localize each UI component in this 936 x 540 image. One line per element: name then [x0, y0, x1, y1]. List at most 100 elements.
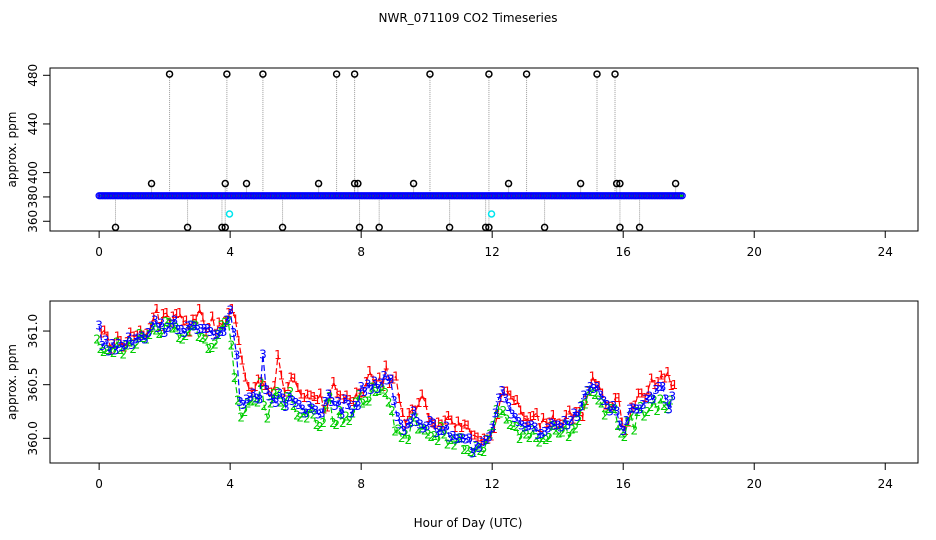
- series-1-marker: 1: [471, 428, 479, 442]
- series-3-marker: 3: [351, 399, 359, 413]
- series-1-marker: 1: [228, 302, 236, 316]
- series-1-marker: 1: [333, 387, 341, 401]
- smoothed-x-tick-label: 0: [95, 477, 103, 491]
- series-2-marker: 2: [644, 405, 652, 419]
- series-3-marker: 3: [580, 388, 588, 402]
- series-1-marker: 1: [153, 302, 161, 316]
- series-1-marker: 1: [386, 377, 394, 391]
- outlier-low-point: [635, 223, 644, 232]
- series-1-marker: 1: [313, 393, 321, 407]
- raw-y-axis-label: approx. ppm: [5, 112, 19, 188]
- series-1-marker: 1: [566, 404, 574, 418]
- series-2-marker: 2: [624, 415, 632, 429]
- series-2-marker: 2: [254, 396, 262, 410]
- series-2-marker: 2: [391, 425, 399, 439]
- series-3-marker: 3: [400, 424, 408, 438]
- series-2-marker: 2: [388, 404, 396, 418]
- series-3-marker: 3: [367, 383, 375, 397]
- series-3-marker: 3: [420, 422, 428, 436]
- series-1-marker: 1: [412, 404, 420, 418]
- series-1-marker: 1: [182, 314, 190, 328]
- series-3-marker: 3: [164, 321, 172, 335]
- series-1-marker: 1: [274, 348, 282, 362]
- series-1-marker: 1: [258, 375, 266, 389]
- series-2-marker: 2: [572, 421, 580, 435]
- series-1-marker: 1: [189, 313, 197, 327]
- series-3-marker: 3: [99, 339, 107, 353]
- series-2-marker: 2: [195, 330, 203, 344]
- series-2-marker: 2: [385, 396, 393, 410]
- series-3-marker: 3: [662, 393, 670, 407]
- series-1-marker: 1: [156, 320, 164, 334]
- outlier-high-point: [426, 70, 434, 78]
- series-3-marker: 3: [492, 407, 500, 421]
- series-2-marker: 2: [100, 345, 108, 359]
- series-2-marker: 2: [578, 399, 586, 413]
- series-3-marker: 3: [531, 421, 539, 435]
- series-2-marker: 2: [441, 428, 449, 442]
- series-3-marker: 3: [266, 389, 274, 403]
- smoothed-y-axis-label: approx. ppm: [5, 344, 19, 420]
- series-3-marker: 3: [194, 323, 202, 337]
- series-3-marker: 3: [184, 320, 192, 334]
- series-1-marker: 1: [559, 418, 567, 432]
- series-1-marker: 1: [445, 409, 453, 423]
- smoothed-x-tick-label: 24: [878, 477, 893, 491]
- series-3-marker: 3: [308, 401, 316, 415]
- series-3-marker: 3: [361, 385, 369, 399]
- series-2-marker: 2: [650, 393, 658, 407]
- series-1-marker: 1: [336, 389, 344, 403]
- series-1-marker: 1: [356, 387, 364, 401]
- series-2-marker: 2: [398, 431, 406, 445]
- series-1-marker: 1: [173, 307, 181, 321]
- series-3-marker: 3: [285, 391, 293, 405]
- series-2-marker: 2: [126, 335, 134, 349]
- series-1-marker: 1: [418, 388, 426, 402]
- series-1-marker: 1: [490, 422, 498, 436]
- outlier-low-point: [221, 223, 229, 232]
- series-2-marker: 2: [293, 408, 301, 422]
- series-3-marker: 3: [108, 337, 116, 351]
- series-1-marker: 1: [661, 372, 669, 386]
- series-2-marker: 2: [382, 386, 390, 400]
- series-3-marker: 3: [623, 414, 631, 428]
- series-2-marker: 2: [434, 434, 442, 448]
- series-2-marker: 2: [97, 342, 105, 356]
- series-2-marker: 2: [116, 343, 124, 357]
- series-1-marker: 1: [382, 359, 390, 373]
- series-2-marker: 2: [516, 432, 524, 446]
- series-1-marker: 1: [503, 384, 511, 398]
- series-3-marker: 3: [122, 338, 130, 352]
- series-3-marker: 3: [416, 417, 424, 431]
- series-1-marker: 1: [281, 385, 289, 399]
- series-1-marker: 1: [448, 413, 456, 427]
- series-1-marker: 1: [572, 405, 580, 419]
- outlier-high-point: [576, 179, 585, 188]
- series-3-marker: 3: [465, 431, 473, 445]
- series-3-marker: 3: [505, 400, 513, 414]
- series-1-marker: 1: [343, 389, 351, 403]
- series-1-marker: 1: [641, 391, 649, 405]
- series-2-marker: 2: [617, 427, 625, 441]
- series-2-marker: 2: [175, 331, 183, 345]
- series-1-marker: 1: [657, 368, 665, 382]
- series-3-marker: 3: [302, 407, 310, 421]
- series-1-marker: 1: [353, 385, 361, 399]
- series-1-marker: 1: [441, 413, 449, 427]
- series-1-marker: 1: [431, 418, 439, 432]
- series-2-marker: 2: [499, 404, 507, 418]
- series-1-marker: 1: [238, 353, 246, 367]
- series-1-marker: 1: [608, 399, 616, 413]
- series-3-marker: 3: [128, 338, 136, 352]
- series-2-marker: 2: [519, 423, 527, 437]
- raw-x-tick-label: 0: [95, 245, 103, 259]
- series-1-marker: 1: [327, 388, 335, 402]
- series-3-marker: 3: [203, 322, 211, 336]
- series-1-marker: 1: [291, 372, 299, 386]
- series-2-marker: 2: [473, 440, 481, 454]
- series-1-marker: 1: [615, 391, 623, 405]
- series-2-marker: 2: [470, 446, 478, 460]
- series-1-marker: 1: [366, 364, 374, 378]
- series-2-marker: 2: [378, 383, 386, 397]
